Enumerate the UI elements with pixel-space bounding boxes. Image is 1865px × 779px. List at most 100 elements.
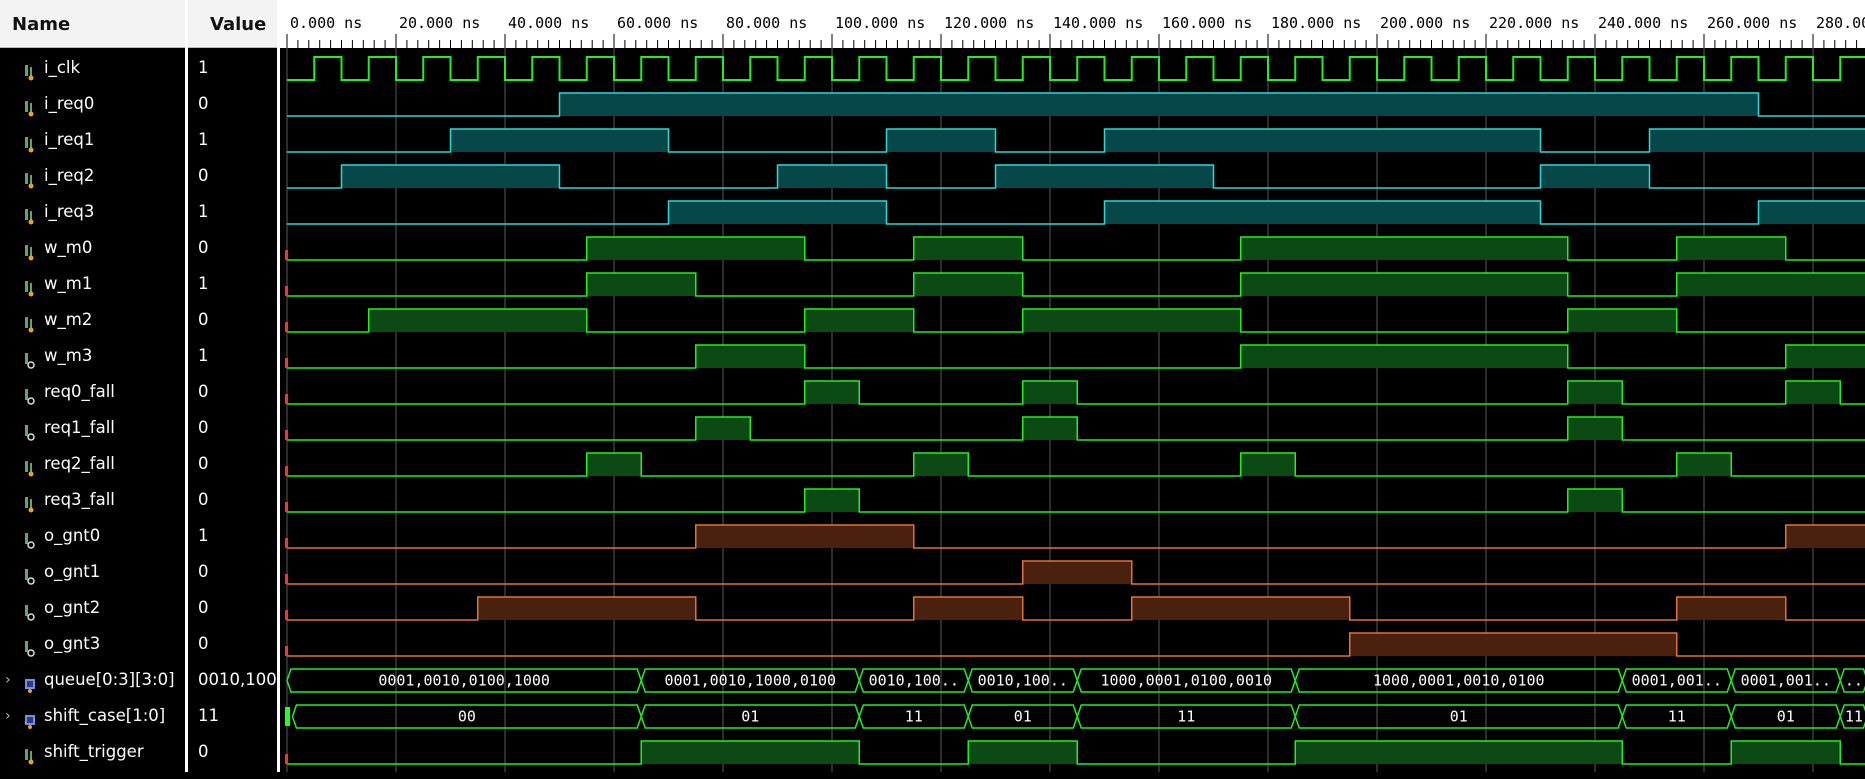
high-pulse [1568,489,1623,512]
high-pulse [1241,345,1568,368]
value-column-header[interactable]: Value [188,0,277,48]
high-pulse [1568,309,1677,332]
bus-value-label: 11 [1177,708,1195,726]
waveform-w-m3[interactable] [285,345,1865,368]
wire-icon [24,59,35,77]
signal-row-req1-fall[interactable]: req1_fall [0,410,185,446]
waveform-i-req3[interactable] [287,201,1865,224]
signal-row-req2-fall[interactable]: req2_fall [0,446,185,482]
wire-icon [24,95,35,113]
waveform-o-gnt2[interactable] [285,597,1865,620]
signal-row-w-m1[interactable]: w_m1 [0,266,185,302]
bus-value-label: 01 [1777,708,1795,726]
signal-trace [287,453,1865,476]
signal-value: 1 [188,122,277,158]
bus-value-label: 11 [1845,708,1863,726]
signal-row-req0-fall[interactable]: req0_fall [0,374,185,410]
wire-icon [24,275,35,293]
bus-value-label: 0001,0010,1000,0100 [664,672,836,690]
high-pulse [1786,345,1865,368]
high-pulse [1759,201,1865,224]
signal-row-w-m3[interactable]: w_m3 [0,338,185,374]
signal-row-queue-0-3-3-0[interactable]: ›queue[0:3][3:0] [0,662,185,698]
bus-value-label: 0010,100.. [869,672,959,690]
signal-row-o-gnt1[interactable]: o_gnt1 [0,554,185,590]
waveform-req2-fall[interactable] [285,453,1865,476]
high-pulse [805,309,914,332]
waveform-i-req1[interactable] [287,129,1865,152]
waveform-req0-fall[interactable] [285,381,1865,404]
undefined-marker [285,430,288,440]
high-pulse [1731,741,1840,764]
ruler-tick-label: 180.000 ns [1271,14,1361,32]
signal-row-i-req3[interactable]: i_req3 [0,194,185,230]
output-icon [24,563,35,581]
high-pulse [996,165,1214,188]
waveform-i-req2[interactable] [287,165,1865,188]
signal-row-i-req1[interactable]: i_req1 [0,122,185,158]
expand-chevron-icon[interactable]: › [5,662,11,698]
waveform-o-gnt0[interactable] [285,525,1865,548]
signal-value: 0 [188,230,277,266]
signal-row-o-gnt2[interactable]: o_gnt2 [0,590,185,626]
bus-value-label: 00 [458,708,476,726]
waveform-w-m2[interactable] [285,309,1865,332]
bus-value-label: 11 [905,708,923,726]
bus-value-label: 0010,100.. [978,672,1068,690]
undefined-marker [285,502,288,512]
signal-name-label: i_req1 [0,130,94,149]
ruler-tick-label: 240.000 ns [1598,14,1688,32]
waveform-shift-trigger[interactable] [285,741,1865,764]
signal-row-o-gnt3[interactable]: o_gnt3 [0,626,185,662]
waveform-i-req0[interactable] [287,93,1865,116]
ruler-tick-label: 80.000 ns [726,14,807,32]
high-pulse [1350,633,1677,656]
signal-value: 1 [188,50,277,86]
high-pulse [342,165,560,188]
signal-row-shift-trigger[interactable]: shift_trigger [0,734,185,770]
output-icon [24,527,35,545]
waveform-req1-fall[interactable] [285,417,1865,440]
waveform-req3-fall[interactable] [285,489,1865,512]
high-pulse [805,489,860,512]
high-pulse [968,741,1077,764]
ruler-tick-label: 120.000 ns [944,14,1034,32]
high-pulse [1023,309,1241,332]
high-pulse [560,93,1759,116]
waveform-w-m0[interactable] [285,237,1865,260]
high-pulse [369,309,587,332]
waveform-w-m1[interactable] [285,273,1865,296]
high-pulse [1677,597,1786,620]
ruler-tick-label: 60.000 ns [617,14,698,32]
signal-row-i-req2[interactable]: i_req2 [0,158,185,194]
signal-row-o-gnt0[interactable]: o_gnt0 [0,518,185,554]
waveform-o-gnt1[interactable] [285,561,1865,584]
signal-trace [287,201,1865,224]
waveform-i-clk[interactable] [287,57,1865,80]
signal-trace [287,273,1865,296]
signal-trace [287,237,1865,260]
expand-chevron-icon[interactable]: › [5,698,11,734]
bus-value-label: 1000,0001,0100,0010 [1100,672,1272,690]
output-icon [24,635,35,653]
signal-value: 0 [188,446,277,482]
clock-trace [287,57,1865,80]
signal-trace [287,489,1865,512]
signal-row-req3-fall[interactable]: req3_fall [0,482,185,518]
undefined-marker [285,286,288,296]
signal-name-label: req1_fall [0,418,115,437]
wire-icon [24,455,35,473]
waveform-o-gnt3[interactable] [285,633,1865,656]
signal-row-w-m0[interactable]: w_m0 [0,230,185,266]
signal-row-i-clk[interactable]: i_clk [0,50,185,86]
signal-value: 0 [188,158,277,194]
name-column-header[interactable]: Name [0,0,185,48]
signal-row-i-req0[interactable]: i_req0 [0,86,185,122]
signal-row-shift-case-1-0[interactable]: ›shift_case[1:0] [0,698,185,734]
signal-row-w-m2[interactable]: w_m2 [0,302,185,338]
